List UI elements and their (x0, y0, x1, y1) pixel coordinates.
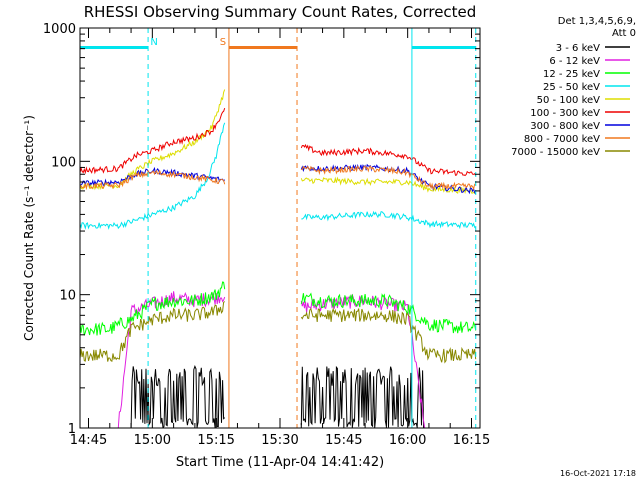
legend-label-5: 100 - 300 keV (530, 108, 600, 119)
y-tick-label-1: 10 (59, 289, 76, 304)
series-line-3-seg1 (80, 122, 226, 230)
state-bar-1 (228, 46, 298, 49)
x-axis-label: Start Time (11-Apr-04 14:41:42) (176, 455, 384, 470)
x-tick-label-4: 15:45 (325, 433, 362, 448)
chart-title: RHESSI Observing Summary Count Rates, Co… (84, 3, 477, 21)
legend-label-2: 12 - 25 keV (543, 69, 600, 80)
legend-label-4: 50 - 100 keV (537, 95, 601, 106)
series-line-7-seg1 (80, 169, 226, 191)
legend-label-3: 25 - 50 keV (543, 82, 600, 93)
series-line-7-seg2 (301, 165, 476, 191)
state-bar-2 (411, 46, 476, 49)
state-bar-0 (80, 46, 149, 49)
series-line-2-seg1 (80, 281, 226, 336)
legend-label-1: 6 - 12 keV (549, 56, 600, 67)
x-tick-label-0: 14:45 (70, 433, 107, 448)
legend-label-0: 3 - 6 keV (556, 43, 600, 54)
x-tick-label-6: 16:15 (453, 433, 490, 448)
plot-frame (79, 27, 481, 429)
series-line-3-seg2 (301, 210, 477, 230)
series-line-8-seg1 (80, 301, 226, 363)
series-line-0-seg2 (300, 365, 476, 428)
series-line-2-seg2 (300, 292, 477, 334)
timestamp: 16-Oct-2021 17:18 (560, 469, 636, 478)
x-tick-label-5: 16:00 (389, 433, 426, 448)
series-line-1-seg1 (80, 291, 226, 428)
legend-header-0: Det 1,3,4,5,6,9, (558, 16, 636, 27)
state-bar-label-1: S (220, 37, 226, 48)
series-line-0-seg1 (80, 365, 226, 428)
series-line-4-seg1 (80, 89, 226, 191)
series-line-5-seg1 (80, 107, 226, 175)
x-tick-label-2: 15:15 (197, 433, 234, 448)
y-axis-label: Corrected Count Rate (s⁻¹ detector⁻¹) (22, 115, 36, 341)
state-bar-label-0: N (150, 37, 157, 48)
legend-label-7: 800 - 7000 keV (524, 134, 600, 145)
y-tick-label-3: 1000 (43, 22, 76, 37)
series-line-4-seg2 (300, 176, 476, 195)
x-tick-label-3: 15:30 (261, 433, 298, 448)
y-tick-label-0: 1 (68, 422, 76, 437)
y-axis-label-text: Corrected Count Rate (s⁻¹ detector⁻¹) (22, 115, 36, 341)
y-tick-label-2: 100 (51, 155, 76, 170)
series-line-8-seg2 (300, 307, 477, 364)
legend-header-1: Att 0 (612, 28, 636, 39)
x-tick-label-1: 15:00 (134, 433, 171, 448)
legend-label-8: 7000 - 15000 keV (511, 147, 600, 158)
series-line-5-seg2 (300, 143, 477, 177)
legend-label-6: 300 - 800 keV (530, 121, 600, 132)
